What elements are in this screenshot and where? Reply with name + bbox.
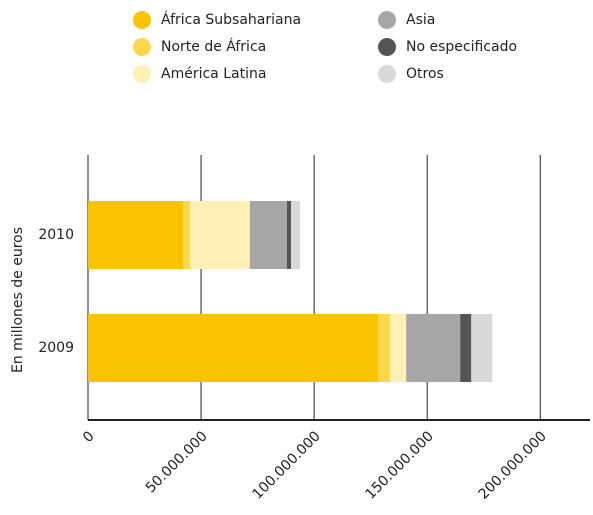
x-tick-label: 50.000.000	[143, 428, 211, 496]
x-tick-label: 0	[80, 428, 98, 446]
legend-swatch	[133, 65, 151, 83]
x-tick-label: 200.000.000	[476, 428, 550, 502]
bar-segment	[182, 201, 190, 269]
legend-swatch	[133, 38, 151, 56]
bar-segment	[249, 201, 287, 269]
bar-segment	[406, 314, 461, 382]
bar-segment	[88, 314, 379, 382]
legend-swatch	[378, 65, 396, 83]
bar-segment	[291, 201, 301, 269]
legend-label: Norte de África	[161, 38, 266, 55]
y-axis-label: En millones de euros	[10, 227, 26, 373]
y-tick-label: 2009	[38, 340, 74, 356]
legend-swatch	[378, 11, 396, 29]
bar-segment	[286, 201, 292, 269]
legend-label: Otros	[406, 66, 444, 82]
x-tick-label: 150.000.000	[363, 428, 437, 502]
y-tick-label: 2010	[38, 227, 74, 243]
legend-swatch	[378, 38, 396, 56]
bar-segment	[460, 314, 472, 382]
bar-segment	[390, 314, 407, 382]
bar-segment	[378, 314, 391, 382]
bar-segment	[471, 314, 493, 382]
legend-label: Asia	[406, 12, 435, 28]
bar-segment	[88, 201, 183, 269]
legend-swatch	[133, 11, 151, 29]
legend-label: América Latina	[161, 66, 266, 82]
x-tick-label: 100.000.000	[249, 428, 323, 502]
legend-label: África Subsahariana	[161, 11, 301, 28]
bar-segment	[189, 201, 250, 269]
legend-label: No especificado	[406, 39, 517, 55]
